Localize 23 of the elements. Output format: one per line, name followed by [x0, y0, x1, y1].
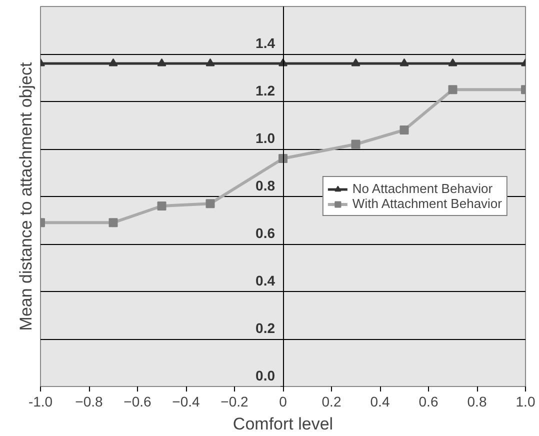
legend-label: No Attachment Behavior — [352, 181, 493, 196]
x-tick-label: 0.6 — [418, 394, 438, 410]
x-tick-label: 0 — [279, 394, 288, 410]
x-tick-label: 0.4 — [370, 394, 390, 410]
y-tick-label: 0.4 — [256, 272, 276, 288]
x-tick-label: 1.0 — [516, 394, 536, 410]
x-tick-label: −0.4 — [172, 394, 200, 410]
y-tick-label: 0.0 — [256, 368, 276, 384]
legend-label: With Attachment Behavior — [352, 196, 502, 211]
x-tick-label: −0.2 — [220, 394, 249, 410]
x-tick-label: 0.8 — [467, 394, 487, 410]
y-axis-title: Mean distance to attachment object — [16, 62, 36, 331]
y-tick-label: 0.2 — [256, 320, 276, 336]
y-tick-label: 1.2 — [256, 82, 276, 98]
x-tick-label: −0.6 — [124, 394, 152, 410]
x-tick-label: -1.0 — [28, 394, 53, 410]
x-tick-label: −0.8 — [75, 394, 104, 410]
y-tick-label: 1.0 — [256, 130, 276, 146]
y-tick-label: 0.8 — [256, 178, 276, 194]
y-tick-label: 0.6 — [256, 225, 276, 241]
y-tick-label: 1.4 — [256, 35, 276, 51]
x-tick-label: 0.2 — [322, 394, 342, 410]
x-axis-title: Comfort level — [232, 414, 334, 434]
